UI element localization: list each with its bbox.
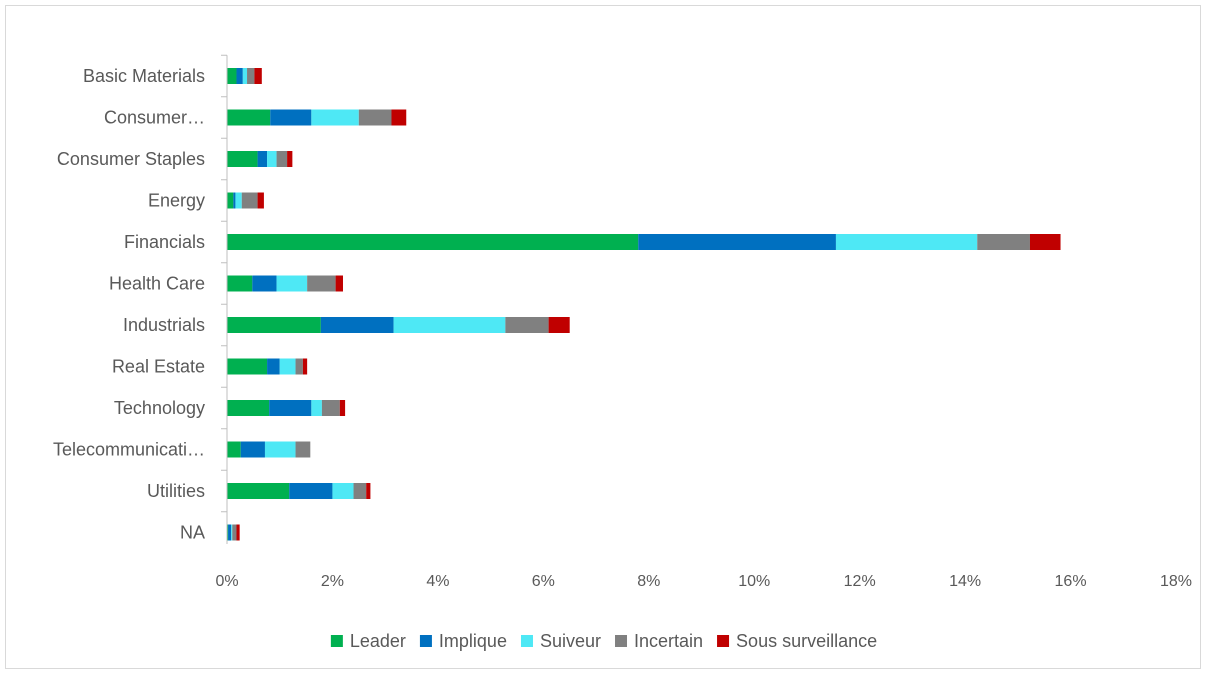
bar-segment: [311, 400, 322, 416]
bar-segment: [227, 483, 290, 499]
bar-segment: [320, 317, 394, 333]
bar-segment: [339, 400, 346, 416]
bar-segment: [1029, 234, 1061, 250]
category-label: NA: [180, 523, 205, 543]
legend-label: Implique: [439, 631, 507, 651]
x-tick-label: 16%: [1055, 573, 1087, 590]
bar-segment: [264, 441, 296, 458]
bar-segment: [227, 358, 268, 375]
bar-segment: [638, 234, 836, 250]
bar-segment: [227, 109, 271, 126]
x-tick-label: 12%: [844, 573, 876, 590]
category-label: Utilities: [147, 481, 205, 501]
bar-segment: [236, 68, 243, 84]
category-label: Industrials: [123, 315, 205, 335]
category-label: Consumer Staples: [57, 149, 205, 169]
x-tick-label: 2%: [321, 573, 344, 590]
bar-segment: [307, 275, 336, 292]
x-tick-label: 6%: [532, 573, 555, 590]
bar-segment: [302, 358, 308, 375]
bar-segment: [247, 68, 255, 84]
bar-segment: [228, 524, 232, 541]
x-tick-label: 8%: [637, 573, 660, 590]
category-label: Real Estate: [112, 357, 205, 377]
bar-segment: [227, 192, 234, 209]
legend-label: Leader: [350, 631, 406, 651]
legend-swatch: [330, 635, 343, 647]
bar-segment: [977, 234, 1030, 250]
legend-swatch: [419, 635, 432, 647]
bar-segment: [276, 151, 288, 167]
legend-label: Incertain: [634, 631, 703, 651]
x-tick-label: 10%: [738, 573, 770, 590]
bar-segment: [311, 109, 359, 126]
category-label: Health Care: [109, 274, 205, 294]
bar-segment: [257, 192, 264, 209]
bar-segment: [276, 275, 308, 292]
category-labels: Basic Materials Consumer… Consumer Staples…: [53, 66, 205, 543]
chart-frame: [5, 5, 1201, 669]
bar-segment: [227, 275, 253, 292]
x-tick-label: 4%: [426, 573, 449, 590]
x-tick-labels: 0% 2% 4% 6% 8% 10% 12% 14% 16% 18%: [215, 573, 1192, 590]
legend-swatch: [717, 635, 730, 647]
category-label: Technology: [114, 398, 205, 418]
category-label: Energy: [148, 191, 205, 211]
bar-segment: [321, 400, 340, 416]
bar-segment: [295, 358, 303, 375]
bar-segment: [358, 109, 392, 126]
bar-segment: [254, 68, 262, 84]
bar-segment: [267, 358, 280, 375]
legend-swatch: [615, 635, 628, 647]
bar-segment: [227, 317, 321, 333]
x-tick-label: 18%: [1160, 573, 1192, 590]
bar-segment: [241, 192, 258, 209]
category-label: Financials: [124, 232, 205, 252]
bar-segment: [236, 524, 240, 541]
bar-segment: [242, 68, 248, 84]
bar-segment: [393, 317, 506, 333]
bar-segment: [289, 483, 333, 499]
bar-segment: [279, 358, 296, 375]
category-label: Telecommunicati…: [53, 440, 205, 460]
bar-segment: [233, 192, 236, 209]
legend-swatch: [520, 635, 533, 647]
legend-label: Sous surveillance: [736, 631, 877, 651]
bar-segment: [391, 109, 407, 126]
bar-segment: [227, 524, 229, 541]
bar-segment: [231, 524, 233, 541]
bar-segment: [227, 68, 237, 84]
bar-segment: [335, 275, 343, 292]
legend: Leader Implique Suiveur Incertain Sous surve…: [330, 631, 877, 651]
bar-segment: [835, 234, 978, 250]
bar-segment: [270, 109, 312, 126]
x-tick-label: 14%: [949, 573, 981, 590]
category-label: Consumer…: [104, 108, 205, 128]
bar-segment: [269, 400, 312, 416]
bar-segment: [252, 275, 277, 292]
axes-layer: [221, 54, 228, 544]
legend-label: Suiveur: [540, 631, 601, 651]
bar-segment: [235, 192, 242, 209]
x-tick-label: 0%: [215, 573, 238, 590]
bar-segment: [548, 317, 570, 333]
bar-segment: [227, 151, 258, 167]
bar-segment: [366, 483, 371, 499]
bar-segment: [505, 317, 549, 333]
bars-layer: [227, 68, 1061, 541]
bar-segment: [232, 524, 237, 541]
bar-segment: [295, 441, 311, 458]
bar-segment: [227, 400, 270, 416]
bar-segment: [332, 483, 354, 499]
bar-segment: [227, 234, 639, 250]
bar-segment: [227, 441, 241, 458]
bar-segment: [240, 441, 265, 458]
bar-segment: [257, 151, 268, 167]
bar-segment: [267, 151, 277, 167]
category-label: Basic Materials: [83, 66, 205, 86]
bar-segment: [287, 151, 293, 167]
bar-segment: [353, 483, 367, 499]
